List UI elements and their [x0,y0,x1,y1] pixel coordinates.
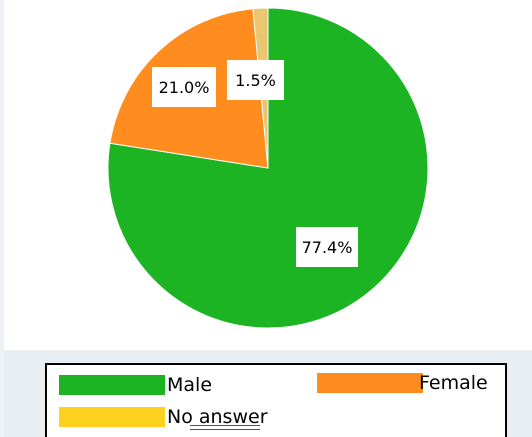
data-label-no-answer-box [227,60,284,100]
panel-left-border [0,0,4,437]
legend-swatch-male [59,375,165,395]
legend-label-male: Male [167,374,213,396]
data-label-male-box [296,227,358,267]
data-label-no-answer-text: 1.5% [235,71,276,90]
data-label-male: 77.4% [296,227,358,267]
data-label-female: 21.0% [152,67,216,107]
data-label-female-text: 21.0% [159,78,210,97]
chart-legend: Male Female No answer [45,363,507,437]
legend-swatch-female [317,373,423,393]
data-label-female-box [152,67,216,107]
data-label-male-text: 77.4% [302,238,353,257]
data-label-no-answer: 1.5% [227,60,284,100]
pie-chart: 77.4% 21.0% 1.5% [107,7,429,329]
legend-swatch-no-answer [59,407,165,427]
legend-label-female: Female [419,372,488,394]
legend-underline-mark [190,425,260,430]
legend-label-no-answer: No answer [167,406,268,428]
